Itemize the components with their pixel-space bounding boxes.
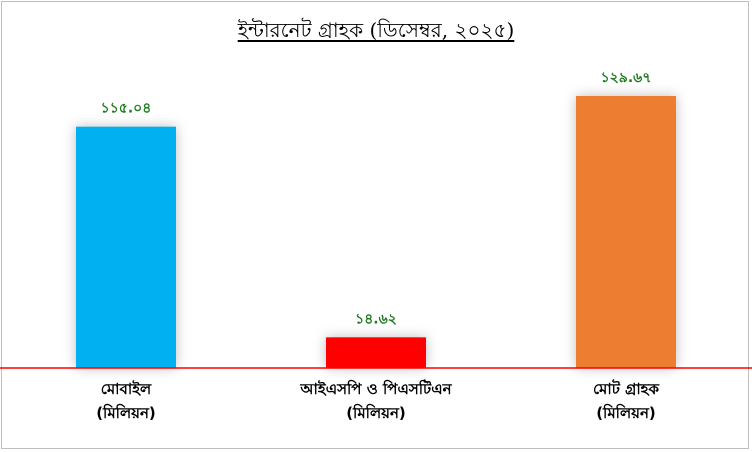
x-tick-label-3-line-2: (মিলিয়ন): [596, 403, 656, 422]
bar-2: [326, 337, 426, 368]
data-label-1: ১১৫.০৪: [101, 101, 152, 117]
x-tick-label-3-line-1: মোট গ্রাহক: [593, 379, 660, 398]
data-label-2: ১৪.৬২: [355, 311, 397, 327]
x-tick-label-2-line-2: (মিলিয়ন): [346, 403, 406, 422]
chart-title: ইন্টারনেট গ্রাহক (ডিসেম্বর, ২০২৫): [237, 18, 515, 42]
bar-1: [76, 126, 176, 369]
x-tick-label-1-line-2: (মিলিয়ন): [96, 403, 156, 422]
bar-3: [576, 96, 676, 368]
data-label-3: ১২৯.৬৭: [601, 70, 652, 86]
x-tick-label-1-line-1: মোবাইল: [101, 379, 152, 398]
x-tick-label-2-line-1: আইএসপি ও পিএসটিএন: [299, 379, 452, 398]
